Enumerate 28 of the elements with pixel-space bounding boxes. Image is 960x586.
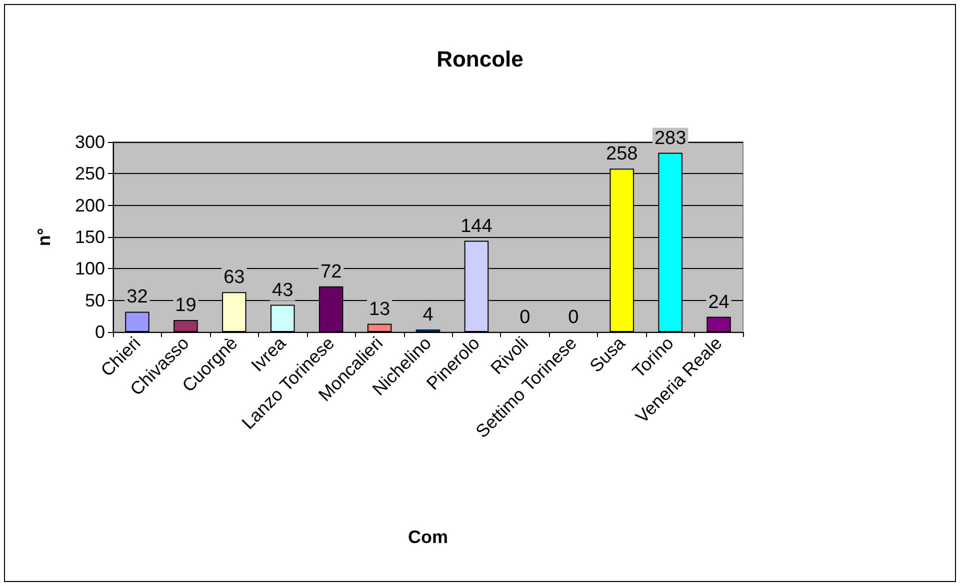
- y-tick-label: 100: [74, 258, 105, 279]
- data-label: 283: [654, 128, 686, 149]
- data-label: 32: [126, 286, 148, 308]
- data-label: 19: [175, 294, 196, 316]
- y-tick-label: 250: [74, 164, 105, 184]
- y-axis-title: n°: [34, 228, 54, 246]
- data-label: 43: [272, 280, 294, 301]
- y-tick-label: 300: [74, 132, 105, 152]
- bar: [125, 312, 150, 332]
- data-label: 13: [368, 298, 390, 320]
- y-tick-label: 150: [74, 227, 105, 247]
- bar: [706, 316, 731, 332]
- y-tick-label: 50: [84, 290, 105, 310]
- data-label: 0: [568, 307, 579, 328]
- bar: [270, 304, 295, 332]
- x-axis-title: Com: [408, 527, 448, 547]
- bar: [174, 320, 198, 332]
- data-label: 144: [460, 216, 493, 237]
- data-label: 258: [606, 144, 638, 165]
- bar: [367, 324, 392, 332]
- data-label: 4: [422, 304, 434, 326]
- y-tick-label: 0: [94, 322, 105, 342]
- data-label: 0: [520, 307, 530, 328]
- y-tick-label: 200: [74, 195, 105, 216]
- data-label: 72: [320, 261, 342, 282]
- data-label: 24: [708, 292, 730, 313]
- data-label: 63: [224, 267, 245, 288]
- chart-title: Roncole: [436, 46, 524, 72]
